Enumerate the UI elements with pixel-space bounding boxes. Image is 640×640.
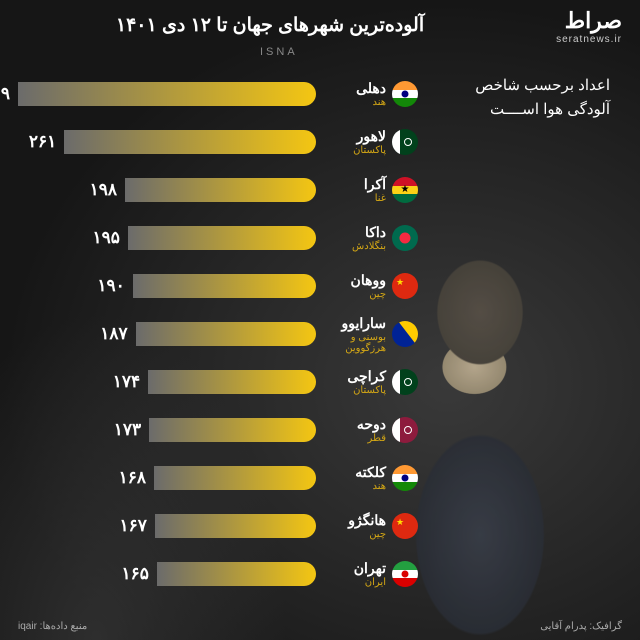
- city-name: آکرا: [324, 176, 386, 193]
- row-labels: کلکته هند: [324, 464, 386, 492]
- flag-icon: [392, 81, 418, 107]
- chart-row: ★ آکرا غنا ۱۹۸: [18, 166, 418, 214]
- subtitle-line2: آلودگی هوا اســــت: [475, 98, 610, 122]
- country-name: چین: [324, 289, 386, 300]
- bar-value: ۱۷۴: [113, 372, 140, 392]
- chart-row: دوحه قطر ۱۷۳: [18, 406, 418, 454]
- row-labels: داکا بنگلادش: [324, 224, 386, 252]
- city-name: لاهور: [324, 128, 386, 145]
- bar-fill: [128, 226, 316, 250]
- flag-icon: [392, 417, 418, 443]
- footer-credit: گرافیک: پدرام آقایی: [540, 621, 622, 632]
- pollution-chart: دهلی هند ۳۰۹ لاهور پاکستان ۲۶۱ ★ آکرا غن…: [18, 70, 418, 598]
- country-name: قطر: [324, 433, 386, 444]
- city-name: دهلی: [324, 80, 386, 97]
- flag-icon: [392, 225, 418, 251]
- city-name: دوحه: [324, 416, 386, 433]
- country-name: غنا: [324, 193, 386, 204]
- flag-icon: ★: [392, 513, 418, 539]
- row-labels: آکرا غنا: [324, 176, 386, 204]
- row-labels: کراچی پاکستان: [324, 368, 386, 396]
- bar-value: ۳۰۹: [0, 84, 10, 104]
- bar-container: ۱۹۰: [18, 274, 316, 298]
- flag-icon: [392, 465, 418, 491]
- row-labels: ووهان چین: [324, 272, 386, 300]
- bar-container: ۱۶۸: [18, 466, 316, 490]
- chart-row: ★ هانگژو چین ۱۶۷: [18, 502, 418, 550]
- bar-container: ۱۷۳: [18, 418, 316, 442]
- bar-container: ۱۹۸: [18, 178, 316, 202]
- subtitle-line1: اعداد برحسب شاخص: [475, 74, 610, 98]
- bar-container: ۱۶۵: [18, 562, 316, 586]
- bar-fill: [157, 562, 316, 586]
- footer: گرافیک: پدرام آقایی منبع داده‌ها: iqair: [18, 621, 622, 632]
- country-name: هند: [324, 481, 386, 492]
- chart-row: سارایوو بوسنی و هرزگووین ۱۸۷: [18, 310, 418, 358]
- country-name: چین: [324, 529, 386, 540]
- city-name: تهران: [324, 560, 386, 577]
- row-labels: تهران ایران: [324, 560, 386, 588]
- bar-value: ۱۹۵: [93, 228, 120, 248]
- bar-container: ۳۰۹: [18, 82, 316, 106]
- flag-icon: [392, 129, 418, 155]
- flag-icon: ★: [392, 177, 418, 203]
- flag-icon: [392, 321, 418, 347]
- bar-fill: [18, 82, 316, 106]
- bar-fill: [154, 466, 316, 490]
- bar-container: ۱۷۴: [18, 370, 316, 394]
- bar-value: ۱۶۵: [121, 564, 148, 584]
- city-name: سارایوو: [324, 315, 386, 332]
- row-labels: دهلی هند: [324, 80, 386, 108]
- bar-container: ۲۶۱: [18, 130, 316, 154]
- country-name: بوسنی و هرزگووین: [324, 332, 386, 354]
- city-name: ووهان: [324, 272, 386, 289]
- chart-row: داکا بنگلادش ۱۹۵: [18, 214, 418, 262]
- logo-text: صراط: [565, 8, 622, 34]
- row-labels: لاهور پاکستان: [324, 128, 386, 156]
- page-title: آلوده‌ترین شهرهای جهان تا ۱۲ دی ۱۴۰۱: [0, 14, 540, 37]
- row-labels: سارایوو بوسنی و هرزگووین: [324, 315, 386, 354]
- chart-row: لاهور پاکستان ۲۶۱: [18, 118, 418, 166]
- bar-fill: [133, 274, 316, 298]
- bar-fill: [149, 418, 316, 442]
- country-name: ایران: [324, 577, 386, 588]
- bar-fill: [148, 370, 316, 394]
- bar-fill: [136, 322, 316, 346]
- logo-url: seratnews.ir: [556, 34, 622, 45]
- flag-icon: [392, 369, 418, 395]
- city-name: داکا: [324, 224, 386, 241]
- row-labels: هانگژو چین: [324, 512, 386, 540]
- source-tag: ISNA: [260, 46, 298, 58]
- bar-value: ۱۶۸: [119, 468, 146, 488]
- subtitle: اعداد برحسب شاخص آلودگی هوا اســــت: [475, 74, 610, 122]
- bar-container: ۱۶۷: [18, 514, 316, 538]
- chart-row: کلکته هند ۱۶۸: [18, 454, 418, 502]
- chart-row: دهلی هند ۳۰۹: [18, 70, 418, 118]
- footer-source: منبع داده‌ها: iqair: [18, 621, 87, 632]
- bar-value: ۱۷۳: [114, 420, 141, 440]
- bar-fill: [155, 514, 316, 538]
- bar-fill: [64, 130, 316, 154]
- city-name: کراچی: [324, 368, 386, 385]
- country-name: هند: [324, 97, 386, 108]
- row-labels: دوحه قطر: [324, 416, 386, 444]
- bar-container: ۱۹۵: [18, 226, 316, 250]
- flag-icon: ★: [392, 273, 418, 299]
- bar-container: ۱۸۷: [18, 322, 316, 346]
- chart-row: تهران ایران ۱۶۵: [18, 550, 418, 598]
- city-name: کلکته: [324, 464, 386, 481]
- bar-value: ۱۹۰: [97, 276, 124, 296]
- city-name: هانگژو: [324, 512, 386, 529]
- country-name: پاکستان: [324, 145, 386, 156]
- country-name: پاکستان: [324, 385, 386, 396]
- flag-icon: [392, 561, 418, 587]
- chart-row: کراچی پاکستان ۱۷۴: [18, 358, 418, 406]
- chart-row: ★ ووهان چین ۱۹۰: [18, 262, 418, 310]
- bar-value: ۲۶۱: [29, 132, 56, 152]
- bar-value: ۱۸۷: [100, 324, 127, 344]
- bar-value: ۱۹۸: [90, 180, 117, 200]
- bar-fill: [125, 178, 316, 202]
- country-name: بنگلادش: [324, 241, 386, 252]
- bar-value: ۱۶۷: [120, 516, 147, 536]
